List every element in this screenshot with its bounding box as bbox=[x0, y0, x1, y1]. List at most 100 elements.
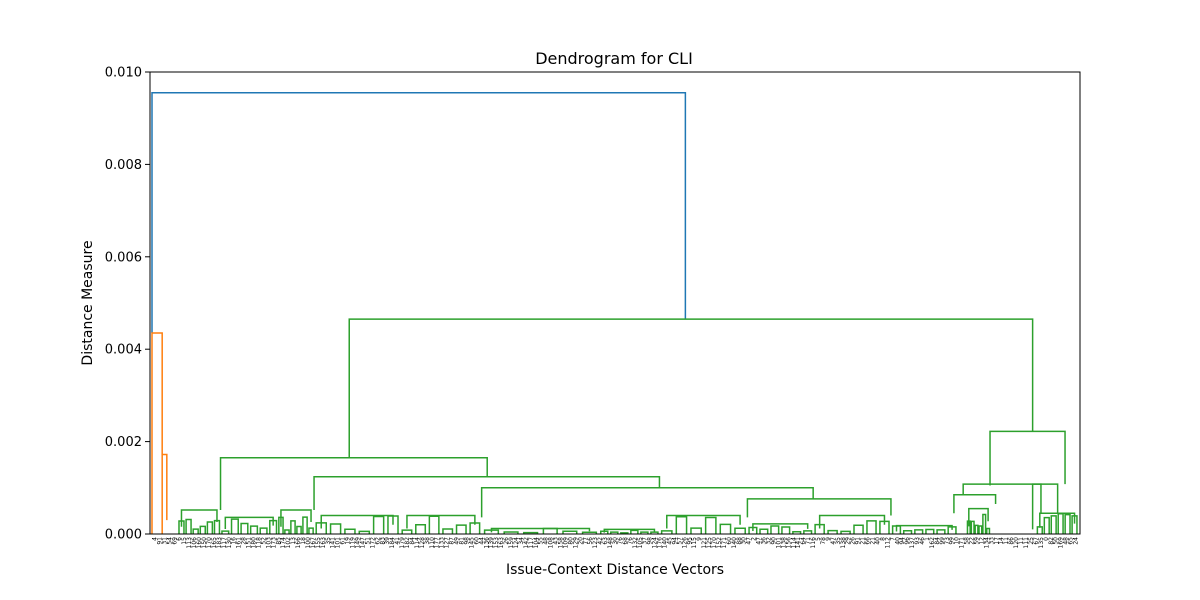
dendrogram-leaf-link bbox=[640, 531, 649, 534]
leaf-label: 118 bbox=[255, 537, 262, 549]
leaf-label: 177 bbox=[434, 537, 441, 549]
leaf-label: 34 bbox=[518, 537, 525, 545]
leaf-label: 128 bbox=[419, 537, 426, 549]
leaf-label: 6 bbox=[176, 537, 183, 541]
leaf-label: 179 bbox=[399, 537, 406, 549]
leaf-label: 148 bbox=[607, 537, 614, 549]
leaf-label: 162 bbox=[929, 537, 936, 549]
leaf-label: 8 bbox=[879, 537, 886, 541]
dendrogram-leaf-link bbox=[978, 525, 983, 534]
x-axis-leaf-labels: 4913154696151131061601501701651831171301… bbox=[151, 537, 1079, 549]
leaf-label: 47 bbox=[830, 537, 837, 545]
leaf-label: 77 bbox=[582, 537, 589, 545]
leaf-label: 93 bbox=[914, 537, 921, 545]
leaf-label: 59 bbox=[973, 537, 980, 545]
dendrogram-leaf-link bbox=[770, 525, 780, 534]
leaf-label: 171 bbox=[959, 537, 966, 549]
dendrogram-leaf-link bbox=[1057, 513, 1064, 534]
leaf-label: 117 bbox=[221, 537, 228, 549]
leaf-label: 94 bbox=[671, 537, 678, 545]
leaf-label: 165 bbox=[211, 537, 218, 549]
leaf-label: 141 bbox=[330, 537, 337, 549]
dendrogram-links bbox=[151, 92, 1078, 534]
dendrogram-leaf-link bbox=[630, 529, 639, 534]
leaf-label: 180 bbox=[251, 537, 258, 549]
leaf-label: 42 bbox=[597, 537, 604, 545]
plot-area-frame bbox=[149, 71, 1081, 535]
dendrogram-leaf-link bbox=[562, 530, 578, 534]
leaf-label: 7 bbox=[889, 537, 896, 541]
leaf-label: 60 bbox=[726, 537, 733, 545]
leaf-label: 11 bbox=[1018, 537, 1025, 545]
leaf-label: 32 bbox=[766, 537, 773, 545]
leaf-label: 68 bbox=[622, 537, 629, 545]
leaf-label: 15 bbox=[181, 537, 188, 545]
dendrogram-link bbox=[180, 509, 218, 527]
leaf-label: 24 bbox=[1073, 537, 1080, 545]
leaf-label: 55 bbox=[538, 537, 545, 545]
dendrogram-leaf-link bbox=[230, 518, 239, 534]
leaf-label: 124 bbox=[513, 537, 520, 549]
dendrogram-leaf-link bbox=[296, 525, 302, 534]
leaf-label: 40 bbox=[874, 537, 881, 545]
leaf-label: 25 bbox=[1028, 537, 1035, 545]
leaf-label: 155 bbox=[315, 537, 322, 549]
leaf-label: 149 bbox=[355, 537, 362, 549]
leaf-label: 161 bbox=[236, 537, 243, 549]
leaf-label: 85 bbox=[275, 537, 282, 545]
leaf-label: 69 bbox=[171, 537, 178, 545]
leaf-label: 120 bbox=[1013, 537, 1020, 549]
leaf-label: 61 bbox=[340, 537, 347, 545]
leaf-label: 166 bbox=[295, 537, 302, 549]
leaf-label: 4 bbox=[151, 537, 158, 541]
leaf-label: 51 bbox=[364, 537, 371, 545]
leaf-label: 30 bbox=[612, 537, 619, 545]
dendrogram-leaf-link bbox=[704, 516, 717, 534]
leaf-label: 94 bbox=[899, 537, 906, 545]
leaf-label: 40 bbox=[894, 537, 901, 545]
leaf-label: 163 bbox=[320, 537, 327, 549]
leaf-label: 76 bbox=[627, 537, 634, 545]
leaf-label: 137 bbox=[909, 537, 916, 549]
leaf-label: 172 bbox=[369, 537, 376, 549]
leaf-label: 114 bbox=[414, 537, 421, 549]
leaf-label: 113 bbox=[186, 537, 193, 549]
dendrogram-link bbox=[666, 514, 741, 529]
dendrogram-link bbox=[348, 318, 1034, 458]
leaf-label: 163 bbox=[498, 537, 505, 549]
leaf-label: 133 bbox=[439, 537, 446, 549]
leaf-label: 52 bbox=[260, 537, 267, 545]
leaf-label: 152 bbox=[716, 537, 723, 549]
dendrogram-leaf-link bbox=[284, 529, 290, 534]
leaf-label: 123 bbox=[592, 537, 599, 549]
leaf-label: 84 bbox=[934, 537, 941, 545]
dendrogram-leaf-link bbox=[542, 527, 558, 534]
leaf-label: 16 bbox=[231, 537, 238, 545]
leaf-label: 9 bbox=[696, 537, 703, 541]
dendrogram-leaf-link bbox=[719, 523, 732, 534]
dendrogram-leaf-link bbox=[853, 524, 864, 534]
leaf-label: 108 bbox=[548, 537, 555, 549]
leaf-label: 76 bbox=[617, 537, 624, 545]
leaf-label: 95 bbox=[686, 537, 693, 545]
dendrogram-link bbox=[1031, 483, 1059, 530]
leaf-label: 98 bbox=[463, 537, 470, 545]
leaf-label: 54 bbox=[166, 537, 173, 545]
leaf-label: 138 bbox=[780, 537, 787, 549]
leaf-label: 41 bbox=[394, 537, 401, 545]
leaf-label: 35 bbox=[835, 537, 842, 545]
chart-title: Dendrogram for CLI bbox=[535, 49, 693, 68]
leaf-label: 66 bbox=[865, 537, 872, 545]
leaf-label: 43 bbox=[553, 537, 560, 545]
dendrogram-leaf-link bbox=[428, 515, 440, 534]
y-tick-label: 0.006 bbox=[105, 250, 142, 265]
dendrogram-leaf-link bbox=[1043, 516, 1050, 534]
leaf-label: 0 bbox=[1043, 537, 1050, 541]
dendrogram-leaf-link bbox=[206, 521, 214, 534]
leaf-label: 119 bbox=[350, 537, 357, 549]
leaf-label: 184 bbox=[389, 537, 396, 549]
dendrogram-link bbox=[746, 498, 892, 518]
dendrogram-link bbox=[968, 507, 989, 527]
dendrogram-leaf-link bbox=[302, 516, 308, 534]
leaf-label: 105 bbox=[637, 537, 644, 549]
